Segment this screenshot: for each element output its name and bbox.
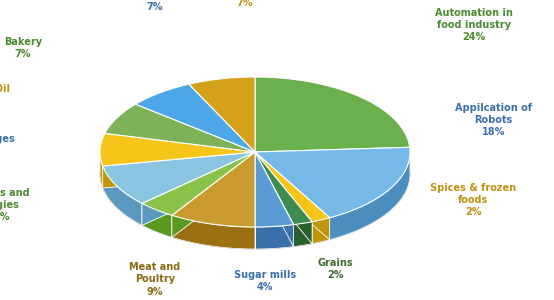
Polygon shape [172,152,255,227]
Polygon shape [142,152,255,225]
Polygon shape [172,215,255,249]
Polygon shape [255,152,330,240]
Polygon shape [100,151,102,188]
Text: Fruits and
vegies
4%: Fruits and vegies 4% [0,188,30,222]
Polygon shape [330,151,410,240]
Text: Sugar mills
4%: Sugar mills 4% [234,270,296,292]
Text: Seafoods
7%: Seafoods 7% [220,0,270,8]
Polygon shape [105,104,255,152]
Polygon shape [255,152,312,225]
Polygon shape [102,152,255,188]
Text: Edible Oil
7%: Edible Oil 7% [0,84,10,106]
Text: Beverages
9%: Beverages 9% [0,134,15,156]
Text: Bakery
7%: Bakery 7% [4,37,42,59]
Polygon shape [255,77,410,152]
Polygon shape [102,152,255,188]
Polygon shape [312,218,330,244]
Polygon shape [255,152,330,240]
Polygon shape [142,152,255,215]
Polygon shape [255,225,294,249]
Polygon shape [294,222,312,247]
Polygon shape [255,147,410,218]
Polygon shape [255,152,312,244]
Polygon shape [172,152,255,237]
Polygon shape [255,152,294,247]
Ellipse shape [100,99,410,249]
Text: Appilcation of
Robots
18%: Appilcation of Robots 18% [455,103,532,137]
Polygon shape [255,152,294,227]
Polygon shape [172,152,255,237]
Text: Grains
2%: Grains 2% [317,258,353,280]
Polygon shape [142,152,255,225]
Polygon shape [100,133,255,166]
Polygon shape [102,166,142,225]
Text: Spices & frozen
foods
2%: Spices & frozen foods 2% [430,183,516,218]
Polygon shape [255,152,312,244]
Text: Dairy
7%: Dairy 7% [140,0,170,12]
Polygon shape [136,84,255,152]
Polygon shape [255,152,294,247]
Polygon shape [255,152,330,222]
Polygon shape [102,152,255,203]
Polygon shape [189,77,255,152]
Text: Meat and
Poultry
9%: Meat and Poultry 9% [130,262,181,297]
Polygon shape [142,203,172,237]
Text: Automation in
food industry
24%: Automation in food industry 24% [435,8,513,42]
